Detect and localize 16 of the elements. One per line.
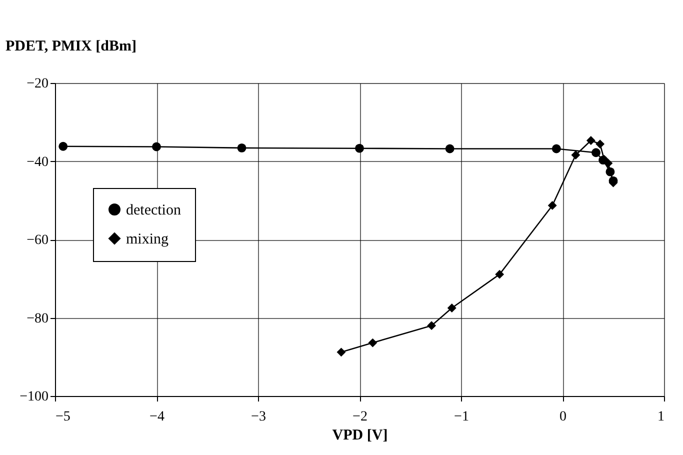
x-tick-label: −3 bbox=[251, 410, 266, 424]
y-tick-label: −100 bbox=[20, 390, 48, 404]
y-tick-label: −20 bbox=[26, 76, 48, 92]
x-axis-title: VPD [V] bbox=[332, 428, 388, 444]
y-tick-label: −80 bbox=[26, 311, 48, 326]
x-tick-label: −1 bbox=[454, 410, 469, 424]
x-tick-label: 0 bbox=[560, 410, 566, 424]
x-tick-label: −2 bbox=[352, 410, 368, 424]
x-tick-label: 1 bbox=[658, 410, 664, 424]
legend-label: detection bbox=[126, 202, 182, 218]
y-tick-label: −60 bbox=[26, 233, 48, 248]
legend-label: mixing bbox=[126, 232, 169, 248]
y-tick-label: −40 bbox=[26, 154, 48, 170]
x-tick-label: −4 bbox=[150, 410, 164, 424]
x-tick-label: −5 bbox=[56, 410, 70, 424]
y-axis-title: PDET, PMIX [dBm] bbox=[6, 38, 136, 54]
